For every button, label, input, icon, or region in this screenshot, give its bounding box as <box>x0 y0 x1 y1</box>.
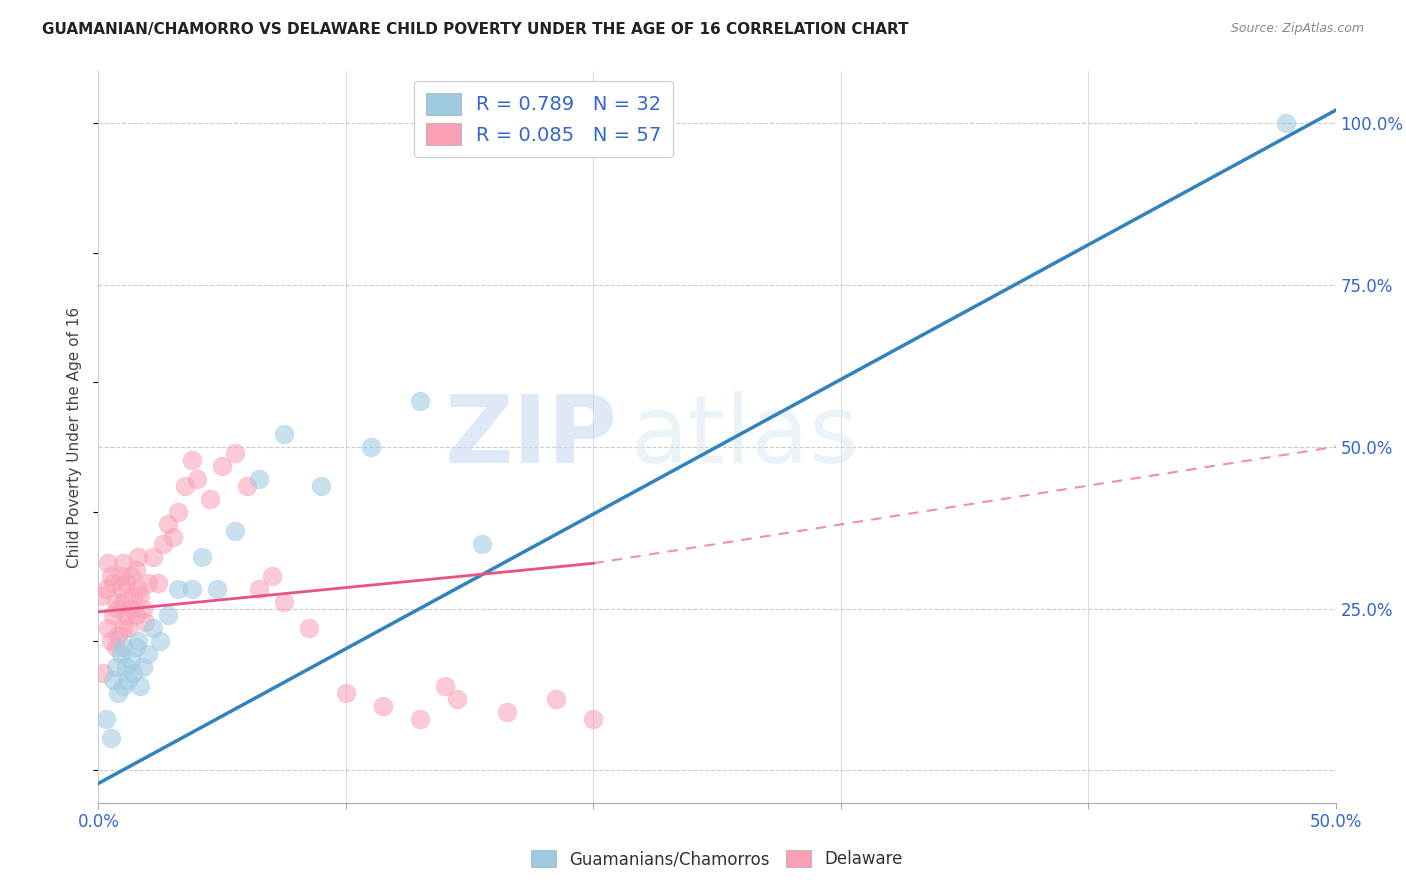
Point <box>107 601 129 615</box>
Point <box>409 394 432 409</box>
Point <box>117 621 139 635</box>
Point <box>104 595 127 609</box>
Point <box>94 712 117 726</box>
Point <box>122 589 145 603</box>
Point <box>166 504 188 518</box>
Point <box>582 712 605 726</box>
Point <box>198 491 221 506</box>
Point <box>112 679 135 693</box>
Point <box>122 666 145 681</box>
Point <box>110 569 132 583</box>
Point <box>371 698 394 713</box>
Point <box>273 426 295 441</box>
Point <box>97 557 120 571</box>
Point <box>104 660 127 674</box>
Point <box>142 549 165 564</box>
Text: ZIP: ZIP <box>446 391 619 483</box>
Point <box>224 524 246 538</box>
Point <box>156 517 179 532</box>
Point <box>117 673 139 687</box>
Point <box>546 692 568 706</box>
Point <box>166 582 188 597</box>
Point <box>93 666 115 681</box>
Point <box>112 557 135 571</box>
Text: GUAMANIAN/CHAMORRO VS DELAWARE CHILD POVERTY UNDER THE AGE OF 16 CORRELATION CHA: GUAMANIAN/CHAMORRO VS DELAWARE CHILD POV… <box>42 22 908 37</box>
Point <box>120 601 142 615</box>
Point <box>129 679 152 693</box>
Text: atlas: atlas <box>630 391 859 483</box>
Point <box>103 608 125 623</box>
Point <box>124 563 146 577</box>
Point <box>211 459 233 474</box>
Point <box>127 549 149 564</box>
Point <box>309 478 332 492</box>
Point <box>162 530 184 544</box>
Point <box>132 660 155 674</box>
Point <box>127 582 149 597</box>
Point <box>136 575 159 590</box>
Point <box>107 627 129 641</box>
Point <box>409 712 432 726</box>
Point <box>247 472 270 486</box>
Point <box>174 478 197 492</box>
Point <box>112 621 135 635</box>
Point <box>114 660 136 674</box>
Point <box>120 569 142 583</box>
Point <box>107 686 129 700</box>
Point <box>94 582 117 597</box>
Point <box>181 582 204 597</box>
Point <box>112 595 135 609</box>
Point <box>146 575 169 590</box>
Point <box>298 621 321 635</box>
Point <box>186 472 208 486</box>
Point <box>110 582 132 597</box>
Point <box>134 615 156 629</box>
Point <box>124 608 146 623</box>
Point <box>100 634 122 648</box>
Point <box>112 640 135 655</box>
Point <box>260 569 283 583</box>
Y-axis label: Child Poverty Under the Age of 16: Child Poverty Under the Age of 16 <box>67 307 83 567</box>
Point <box>132 601 155 615</box>
Point <box>149 634 172 648</box>
Point <box>110 647 132 661</box>
Point <box>224 446 246 460</box>
Point <box>114 608 136 623</box>
Point <box>136 647 159 661</box>
Point <box>360 440 382 454</box>
Point <box>433 679 456 693</box>
Point <box>191 549 214 564</box>
Point <box>100 731 122 745</box>
Point <box>97 621 120 635</box>
Point <box>205 582 228 597</box>
Point <box>129 589 152 603</box>
Point <box>103 673 125 687</box>
Point <box>247 582 270 597</box>
Point <box>103 575 125 590</box>
Legend: Guamanians/Chamorros, Delaware: Guamanians/Chamorros, Delaware <box>524 844 910 875</box>
Point <box>152 537 174 551</box>
Point <box>120 653 142 667</box>
Point <box>471 537 494 551</box>
Point <box>335 686 357 700</box>
Point <box>156 608 179 623</box>
Point <box>495 705 517 719</box>
Point <box>446 692 468 706</box>
Point <box>124 640 146 655</box>
Point <box>104 640 127 655</box>
Point <box>1275 116 1298 130</box>
Point <box>142 621 165 635</box>
Point <box>127 634 149 648</box>
Text: Source: ZipAtlas.com: Source: ZipAtlas.com <box>1230 22 1364 36</box>
Point <box>114 575 136 590</box>
Point <box>236 478 259 492</box>
Point <box>181 452 204 467</box>
Point <box>273 595 295 609</box>
Point <box>90 589 112 603</box>
Point <box>100 569 122 583</box>
